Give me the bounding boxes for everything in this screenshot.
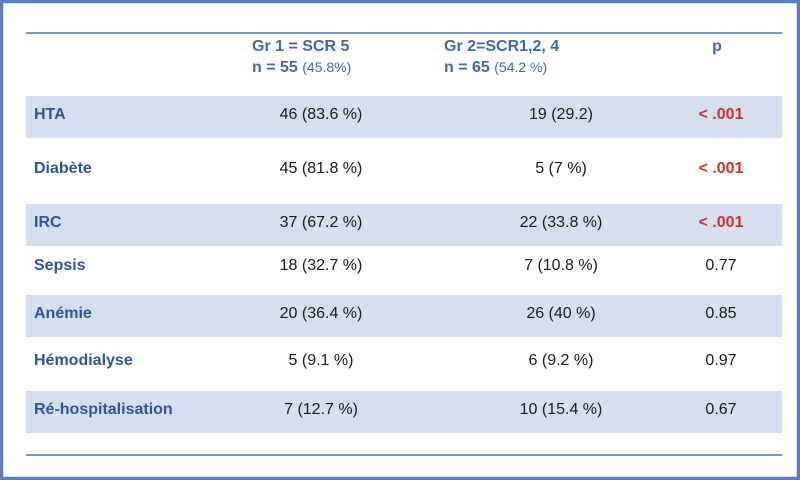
cell-group1: 7 (12.7 %) (284, 401, 358, 418)
cell-group2: 10 (15.4 %) (519, 401, 603, 418)
header-group2-title: Gr 2=SCR1,2, 4 (444, 38, 560, 55)
table-row: IRC 37 (67.2 %) 22 (33.8 %) < .001 (26, 204, 782, 246)
cell-p-value: 0.77 (705, 257, 737, 274)
table-row: Hémodialyse 5 (9.1 %) 6 (9.2 %) 0.97 (26, 342, 782, 384)
header-group2-n: n = 65 (444, 59, 495, 76)
row-label: Diabète (34, 160, 92, 177)
cell-group2: 7 (10.8 %) (524, 257, 598, 274)
header-group1-pct: (45.8%) (302, 59, 352, 75)
row-label: Ré-hospitalisation (34, 401, 173, 418)
cell-group2: 6 (9.2 %) (528, 352, 594, 369)
cell-group1: 5 (9.1 %) (288, 352, 354, 369)
cell-group2: 22 (33.8 %) (519, 214, 603, 231)
row-label: HTA (34, 106, 66, 123)
header-group2-pct: (54.2 %) (494, 59, 548, 75)
cell-group1: 37 (67.2 %) (279, 214, 363, 231)
cell-group2: 19 (29.2) (528, 106, 594, 123)
table-row: Diabète 45 (81.8 %) 5 (7 %) < .001 (26, 150, 782, 192)
row-label: IRC (34, 214, 62, 231)
row-label: Anémie (34, 305, 92, 322)
cell-group1: 46 (83.6 %) (279, 106, 363, 123)
header-group1-n: n = 55 (252, 59, 303, 76)
cell-p-value: 0.85 (705, 305, 737, 322)
header-p: p (712, 38, 722, 55)
header-group1: Gr 1 = SCR 5 n = 55 (45.8%) (252, 36, 351, 78)
cell-group2: 26 (40 %) (526, 305, 596, 322)
cell-p-value: < .001 (698, 106, 744, 123)
table-row: Anémie 20 (36.4 %) 26 (40 %) 0.85 (26, 295, 782, 337)
cell-group1: 45 (81.8 %) (279, 160, 363, 177)
cell-p-value: 0.97 (705, 352, 737, 369)
table-row: Sepsis 18 (32.7 %) 7 (10.8 %) 0.77 (26, 247, 782, 289)
table-header: Gr 1 = SCR 5 n = 55 (45.8%) Gr 2=SCR1,2,… (26, 36, 782, 91)
cell-p-value: < .001 (698, 214, 744, 231)
header-group2-count: n = 65 (54.2 %) (444, 57, 559, 78)
header-group1-title: Gr 1 = SCR 5 (252, 38, 350, 55)
row-label: Sepsis (34, 257, 86, 274)
table-bottom-rule (26, 454, 782, 456)
table-row: Ré-hospitalisation 7 (12.7 %) 10 (15.4 %) 0… (26, 391, 782, 433)
cell-group1: 20 (36.4 %) (279, 305, 363, 322)
header-group2: Gr 2=SCR1,2, 4 n = 65 (54.2 %) (444, 36, 559, 78)
cell-p-value: 0.67 (705, 401, 737, 418)
header-group1-count: n = 55 (45.8%) (252, 57, 351, 78)
table-top-rule (26, 32, 782, 34)
cell-group2: 5 (7 %) (535, 160, 587, 177)
cell-group1: 18 (32.7 %) (279, 257, 363, 274)
table-row: HTA 46 (83.6 %) 19 (29.2) < .001 (26, 96, 782, 138)
row-label: Hémodialyse (34, 352, 133, 369)
cell-p-value: < .001 (698, 160, 744, 177)
